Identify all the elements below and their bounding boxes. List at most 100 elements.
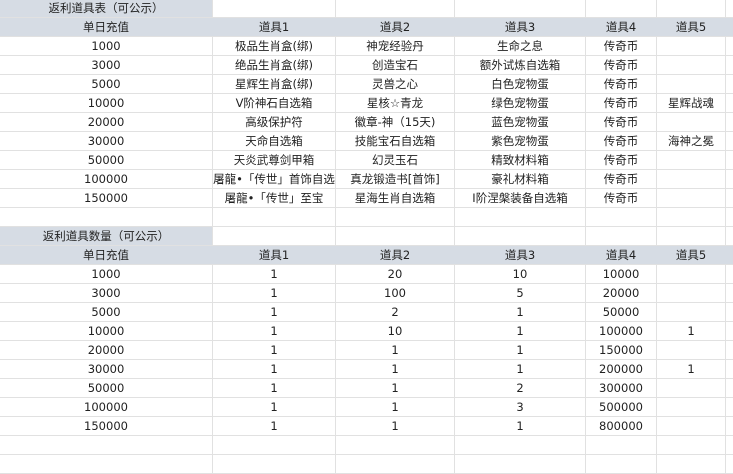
cell[interactable]: 1000 [0, 265, 213, 283]
cell[interactable]: 10000 [0, 322, 213, 340]
cell[interactable]: 5 [455, 284, 586, 302]
cell[interactable]: 额外试炼自选箱 [455, 56, 586, 74]
cell[interactable] [586, 455, 657, 473]
cell[interactable] [726, 189, 733, 207]
cell[interactable] [336, 0, 455, 17]
cell[interactable]: 1 [213, 417, 336, 435]
cell[interactable]: 豪礼材料箱 [455, 170, 586, 188]
cell[interactable] [657, 398, 726, 416]
column-header[interactable]: 道具4 [586, 246, 657, 264]
cell[interactable]: 2 [336, 303, 455, 321]
cell[interactable]: 20000 [0, 113, 213, 131]
cell[interactable] [726, 170, 733, 188]
cell[interactable] [726, 151, 733, 169]
cell[interactable] [726, 56, 733, 74]
cell[interactable] [657, 455, 726, 473]
column-header[interactable]: 单日充值 [0, 246, 213, 264]
cell[interactable] [726, 341, 733, 359]
cell[interactable] [213, 0, 336, 17]
cell[interactable] [726, 37, 733, 55]
cell[interactable]: 星辉战魂 [657, 94, 726, 112]
cell[interactable]: Ⅰ阶涅槃装备自选箱 [455, 189, 586, 207]
cell[interactable]: 1 [455, 417, 586, 435]
cell[interactable]: 神宠经验丹 [336, 37, 455, 55]
cell[interactable]: 1 [213, 265, 336, 283]
cell[interactable]: 传奇币 [586, 170, 657, 188]
cell[interactable] [455, 455, 586, 473]
cell[interactable]: 1 [455, 303, 586, 321]
column-header[interactable]: 道具1 [213, 246, 336, 264]
cell[interactable]: 徽章-神（15天) [336, 113, 455, 131]
cell[interactable]: 传奇币 [586, 189, 657, 207]
cell[interactable] [213, 227, 336, 245]
cell[interactable]: 100000 [0, 170, 213, 188]
column-header[interactable] [726, 18, 733, 36]
cell[interactable] [213, 436, 336, 454]
cell[interactable]: 800000 [586, 417, 657, 435]
cell[interactable]: 极品生肖盒(绑) [213, 37, 336, 55]
cell[interactable]: 真龙锻造书[首饰] [336, 170, 455, 188]
cell[interactable]: 1 [336, 398, 455, 416]
cell[interactable]: 灵兽之心 [336, 75, 455, 93]
cell[interactable]: 100 [336, 284, 455, 302]
cell[interactable] [657, 265, 726, 283]
cell[interactable] [336, 208, 455, 226]
cell[interactable] [657, 75, 726, 93]
cell[interactable]: 1 [336, 360, 455, 378]
cell[interactable]: 150000 [586, 341, 657, 359]
cell[interactable]: 蓝色宠物蛋 [455, 113, 586, 131]
table-title[interactable]: 返利道具数量（可公示） [0, 227, 213, 245]
cell[interactable]: 1000 [0, 37, 213, 55]
cell[interactable]: 20000 [0, 341, 213, 359]
cell[interactable] [726, 398, 733, 416]
cell[interactable] [657, 189, 726, 207]
cell[interactable]: 50000 [0, 151, 213, 169]
cell[interactable]: 10000 [586, 265, 657, 283]
cell[interactable]: 1 [455, 360, 586, 378]
cell[interactable]: 1 [657, 360, 726, 378]
cell[interactable] [657, 227, 726, 245]
cell[interactable] [455, 0, 586, 17]
table-title[interactable]: 返利道具表（可公示） [0, 0, 213, 17]
cell[interactable]: 3000 [0, 56, 213, 74]
cell[interactable]: V阶神石自选箱 [213, 94, 336, 112]
column-header[interactable]: 道具3 [455, 246, 586, 264]
column-header[interactable]: 单日充值 [0, 18, 213, 36]
cell[interactable] [726, 303, 733, 321]
cell[interactable]: 1 [455, 341, 586, 359]
cell[interactable] [0, 436, 213, 454]
cell[interactable] [586, 0, 657, 17]
cell[interactable]: 天命自选箱 [213, 132, 336, 150]
cell[interactable] [586, 208, 657, 226]
cell[interactable]: 绝品生肖盒(绑) [213, 56, 336, 74]
cell[interactable] [726, 436, 733, 454]
cell[interactable]: 1 [213, 322, 336, 340]
cell[interactable]: 传奇币 [586, 94, 657, 112]
cell[interactable] [657, 37, 726, 55]
cell[interactable]: 传奇币 [586, 37, 657, 55]
cell[interactable]: 150000 [0, 189, 213, 207]
cell[interactable]: 星核☆青龙 [336, 94, 455, 112]
cell[interactable]: 传奇币 [586, 56, 657, 74]
cell[interactable] [455, 208, 586, 226]
cell[interactable]: 50000 [0, 379, 213, 397]
cell[interactable] [726, 94, 733, 112]
cell[interactable] [657, 379, 726, 397]
cell[interactable]: 1 [213, 398, 336, 416]
cell[interactable] [586, 436, 657, 454]
cell[interactable]: 300000 [586, 379, 657, 397]
cell[interactable]: 传奇币 [586, 132, 657, 150]
cell[interactable]: 500000 [586, 398, 657, 416]
cell[interactable] [726, 284, 733, 302]
cell[interactable]: 10000 [0, 94, 213, 112]
cell[interactable]: 幻灵玉石 [336, 151, 455, 169]
cell[interactable]: 1 [213, 360, 336, 378]
cell[interactable]: 屠龍•「传世」首饰自选 [213, 170, 336, 188]
cell[interactable]: 紫色宠物蛋 [455, 132, 586, 150]
cell[interactable]: 3 [455, 398, 586, 416]
cell[interactable] [657, 208, 726, 226]
column-header[interactable]: 道具5 [657, 246, 726, 264]
cell[interactable]: 30000 [0, 360, 213, 378]
column-header[interactable]: 道具2 [336, 246, 455, 264]
cell[interactable] [726, 360, 733, 378]
